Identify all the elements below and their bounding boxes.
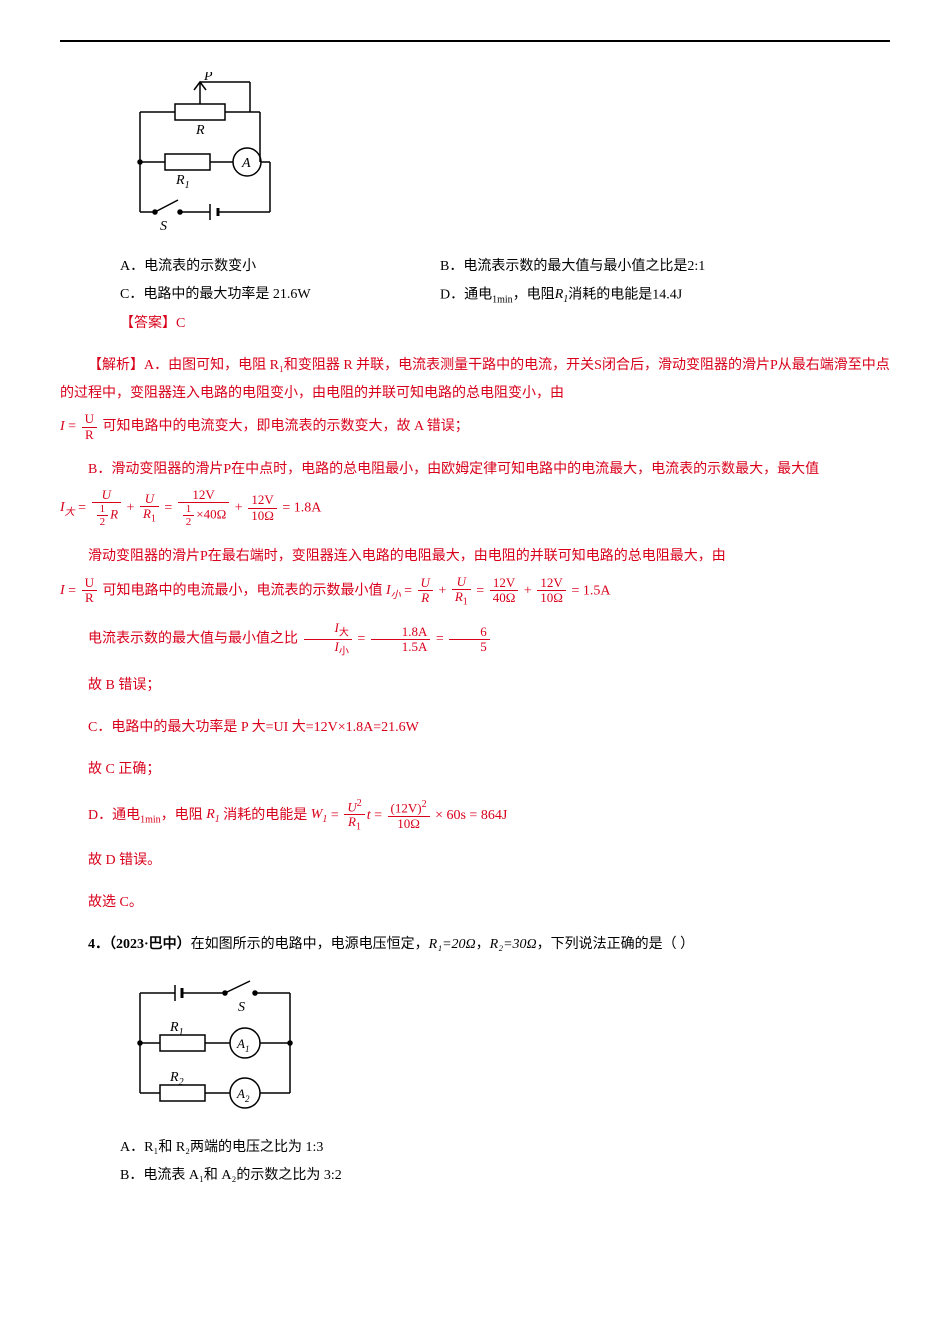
analysis-b-slide: 滑动变阻器的滑片P在最右端时，变阻器连入电路的电阻最大，由电阻的并联可知电路的总… (60, 543, 890, 571)
label-R1: R1 (175, 173, 190, 191)
label-R: R (195, 123, 205, 138)
analysis-b-ratio: 电流表示数的最大值与最小值之比 I大 I小 = 1.8A1.5A = 65 (60, 621, 890, 657)
label-S: S (160, 219, 167, 232)
label-S2: S (238, 1000, 245, 1015)
opt-b: B．电流表示数的最大值与最小值之比是2:1 (440, 253, 890, 281)
q4-opt-b: B．电流表 A₁和 A₂的示数之比为 3:2 (120, 1162, 890, 1190)
analysis-block: 【解析】A．由图可知，电阻 R₁和变阻器 R 并联，电流表测量干路中的电流，开关… (60, 352, 890, 916)
circuit-diagram-2: S R1 R2 A1 A2 (120, 973, 890, 1124)
options-q3: A．电流表的示数变小 B．电流表示数的最大值与最小值之比是2:1 C．电路中的最… (120, 253, 890, 310)
label-A2: A2 (236, 1086, 250, 1104)
analysis-c: C．电路中的最大功率是 P 大=UI 大=12V×1.8A=21.6W (88, 714, 890, 742)
q4-source: （2023·巴中） (109, 937, 191, 952)
options-q4: A．R₁和 R₂两端的电压之比为 1:3 B．电流表 A₁和 A₂的示数之比为 … (120, 1134, 890, 1190)
analysis-b-formula-min: I = UR 可知电路中的电流最小，电流表的示数最小值 I小 = UR + UR… (60, 575, 890, 608)
opt-d: D．通电1min，电阻R1消耗的电能是14.4J (440, 281, 890, 310)
analysis-d-wrong: 故 D 错误。 (88, 847, 890, 875)
analysis-label: 【解析】 (88, 358, 144, 373)
opt-c: C．电路中的最大功率是 21.6W (120, 281, 440, 310)
q4-opt-a: A．R₁和 R₂两端的电压之比为 1:3 (120, 1134, 890, 1162)
analysis-select: 故选 C。 (88, 889, 890, 917)
analysis-a-post: 可知电路中的电流变大，即电流表的示数变大，故 A 错误； (102, 419, 468, 434)
analysis-b-formula-max: I大 = U12R + UR1 = 12V12×40Ω + 12V10Ω = 1… (60, 488, 890, 528)
analysis-b-pre: B．滑动变阻器的滑片P在中点时，电路的总电阻最小，由欧姆定律可知电路中的电流最大… (60, 456, 890, 484)
label-P: P (203, 72, 213, 84)
opt-a: A．电流表的示数变小 (120, 253, 440, 281)
analysis-a-formula: I = UR (60, 419, 102, 434)
label-A: A (241, 156, 251, 171)
q4-number: 4． (88, 937, 109, 952)
answer-label: 【答案】C (120, 310, 890, 338)
analysis-d: D．通电1min，电阻 R1 消耗的电能是 W1 = U2R1t = (12V)… (88, 798, 890, 833)
label-A1: A1 (236, 1036, 249, 1054)
circuit-diagram-1: P R R1 A S (120, 72, 890, 243)
analysis-c-right: 故 C 正确； (88, 756, 890, 784)
analysis-b-wrong: 故 B 错误； (88, 672, 890, 700)
analysis-a: A．由图可知，电阻 R₁和变阻器 R 并联，电流表测量干路中的电流，开关S闭合后… (60, 358, 890, 401)
question4-stem: 4．（2023·巴中）在如图所示的电路中，电源电压恒定，R₁=20Ω，R₂=30… (60, 931, 890, 959)
header-rule (60, 40, 890, 42)
